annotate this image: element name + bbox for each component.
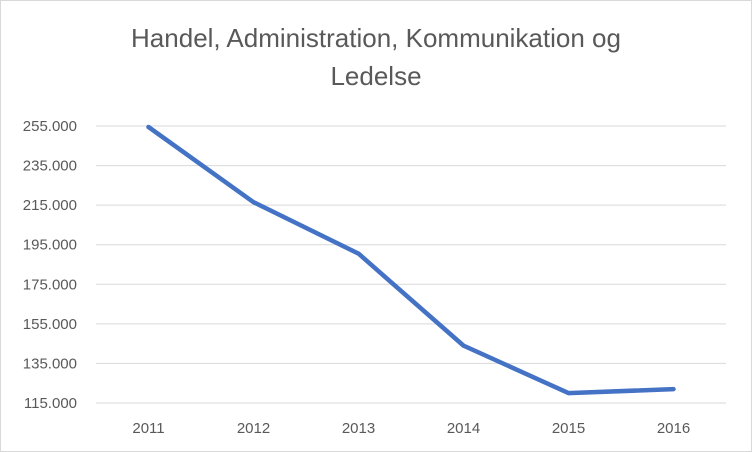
y-tick-label: 115.000 bbox=[24, 395, 77, 412]
chart-title-line-2: Ledelse bbox=[330, 61, 422, 91]
x-tick-label: 2012 bbox=[237, 420, 270, 437]
y-tick-label: 175.000 bbox=[23, 276, 77, 293]
x-tick-label: 2015 bbox=[552, 420, 585, 437]
chart-title: Handel, Administration, Kommunikation og… bbox=[1, 19, 751, 95]
y-tick-label: 215.000 bbox=[23, 197, 77, 214]
series-line bbox=[146, 124, 676, 396]
x-tick-label: 2014 bbox=[447, 420, 480, 437]
y-tick-label: 235.000 bbox=[23, 158, 77, 175]
chart-title-line-1: Handel, Administration, Kommunikation og bbox=[131, 23, 621, 53]
x-tick-label: 2016 bbox=[657, 420, 690, 437]
y-tick-label: 195.000 bbox=[23, 237, 77, 254]
y-tick-label: 255.000 bbox=[23, 118, 77, 135]
x-tick-label: 2013 bbox=[342, 420, 375, 437]
x-tick-label: 2011 bbox=[132, 420, 164, 437]
y-tick-label: 135.000 bbox=[23, 355, 77, 372]
y-tick-label: 155.000 bbox=[23, 316, 77, 333]
